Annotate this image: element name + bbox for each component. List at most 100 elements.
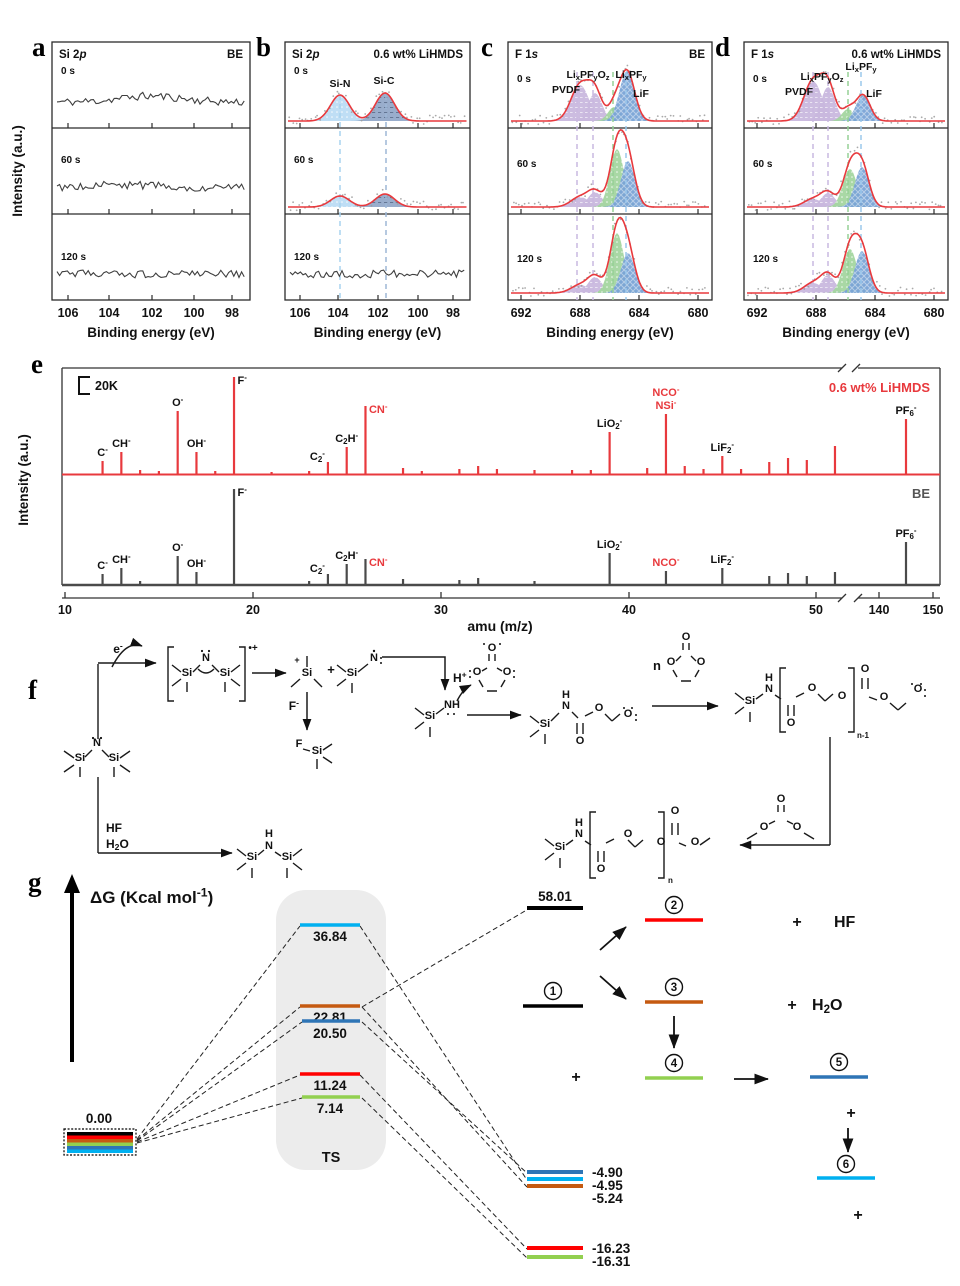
bond-f-si-product <box>302 743 333 769</box>
peak-label: LiF2- <box>711 552 735 567</box>
panel-label-e: e <box>31 349 43 379</box>
x-tick-label: 98 <box>225 306 239 320</box>
correlation-line <box>359 925 528 1181</box>
series-label: 0.6 wt% LiHMDS <box>829 380 930 395</box>
peak-label: CH- <box>112 552 131 566</box>
atom-label: N <box>575 828 583 840</box>
atom-label: Si <box>312 745 322 757</box>
sputter-time-label: 0 s <box>61 66 75 77</box>
atom-label: O <box>667 656 676 668</box>
peak-label: C- <box>97 445 108 459</box>
peak-label: OH- <box>187 436 207 450</box>
peak-label: NCO- <box>652 555 679 569</box>
condition-label: 0.6 wt% LiHMDS <box>852 49 942 61</box>
atom-label: Si <box>555 841 565 853</box>
bond-carbamate-chain <box>529 711 621 744</box>
y-axis-title: Intensity (a.u.) <box>10 125 25 217</box>
peak-label: CH- <box>112 436 131 450</box>
energy-value: -5.24 <box>592 1191 623 1206</box>
tof-series-be: BE C- CH- O-OH- F- C2- C2H- CN- LiO2- NCO- LiF2- PF… <box>97 485 930 584</box>
reaction-arrow <box>599 975 627 1000</box>
x-tick-label: 106 <box>290 306 311 320</box>
x-tick-label: 684 <box>629 306 650 320</box>
condition-label: BE <box>227 49 243 61</box>
fitted-peak <box>511 233 709 293</box>
reagent-label: + <box>846 1105 855 1122</box>
sputter-time-label: 60 s <box>61 155 81 166</box>
fitted-peak <box>747 249 945 293</box>
step-number: 1 <box>550 986 557 998</box>
bond-si-nh <box>414 707 445 737</box>
atom-label: n-1 <box>857 731 870 740</box>
noise-trace <box>289 269 465 279</box>
condition-label: 0.6 wt% LiHMDS <box>374 49 464 61</box>
step-circle <box>664 1053 684 1073</box>
atom-label: N <box>562 700 570 712</box>
mechanism-bonds <box>63 643 907 879</box>
atom-label: Si <box>220 667 230 679</box>
envelope-curve <box>747 232 945 294</box>
bond-final-product <box>544 811 711 879</box>
atom-label: Si <box>109 752 119 764</box>
step-number: 4 <box>671 1058 678 1070</box>
fitted-peak <box>747 169 945 207</box>
bond-silyl-nitrene <box>336 663 369 693</box>
reagent-label: + <box>571 1069 580 1086</box>
peak-label: C2H- <box>335 431 358 446</box>
correlation-line <box>361 910 526 1008</box>
atom-label: H2O <box>106 837 129 852</box>
x-tick-label: 40 <box>622 603 636 617</box>
sputter-time-label: 120 s <box>753 254 778 265</box>
peak-label: C- <box>97 558 108 572</box>
peak-label: CN- <box>369 402 388 416</box>
x-tick-label: 150 <box>923 603 944 617</box>
atom-label: N <box>265 840 273 852</box>
xps-panel-d: F 1s 0.6 wt% LiHMDS 0 s 60 s 120 s 692 688 684 6… <box>743 41 949 340</box>
bond-silyl-cation <box>290 656 323 688</box>
noise-trace <box>56 180 245 193</box>
atom-label: N <box>93 737 101 749</box>
fitted-peak <box>511 149 709 207</box>
correlation-line <box>361 1097 528 1259</box>
x-tick-label: 10 <box>58 603 72 617</box>
correlation-line <box>359 1074 528 1250</box>
peak-label: LixPFyOz <box>566 69 609 82</box>
peak-label: Si-C <box>374 75 395 87</box>
atom-label: O <box>624 828 633 840</box>
peak-label: O- <box>172 540 184 554</box>
atom-label: H <box>265 828 273 840</box>
atom-label: F <box>296 738 303 750</box>
peak-label: C2- <box>310 561 325 576</box>
energy-value: 20.50 <box>313 1026 347 1041</box>
ts-region <box>276 890 386 1170</box>
x-tick-label: 692 <box>511 306 532 320</box>
noise-trace <box>56 269 245 279</box>
region-label: F 1s <box>515 49 538 61</box>
energy-value: -4.95 <box>592 1178 623 1193</box>
mechanism-lone-pair-dots <box>91 643 926 740</box>
bond-ec-ring <box>478 654 506 692</box>
fitted-peak <box>288 93 467 121</box>
x-tick-label: 104 <box>328 306 349 320</box>
atom-label: O <box>657 836 666 848</box>
x-axis-title: Binding energy (eV) <box>87 325 215 340</box>
correlation-line <box>136 1021 303 1142</box>
atom-label: O <box>488 642 497 654</box>
bond-polymer <box>734 667 907 733</box>
xps-panel-a: Si 2p BE 0 s 60 s 120 s 106 104 102 100 98 Binding… <box>51 41 251 340</box>
peak-label: LiF2- <box>711 440 735 455</box>
correlation-line <box>136 1097 303 1144</box>
step-circle <box>543 981 563 1001</box>
atom-label: H <box>562 689 570 701</box>
sputter-time-label: 60 s <box>753 159 773 170</box>
peak-label: O- <box>172 395 184 409</box>
panel-label-b: b <box>256 32 272 62</box>
envelope-curve <box>747 152 945 208</box>
reagent-label: H2O <box>812 997 842 1016</box>
step-number: 5 <box>836 1057 843 1069</box>
atom-label: Si <box>347 667 357 679</box>
energy-value: -16.31 <box>592 1254 631 1269</box>
